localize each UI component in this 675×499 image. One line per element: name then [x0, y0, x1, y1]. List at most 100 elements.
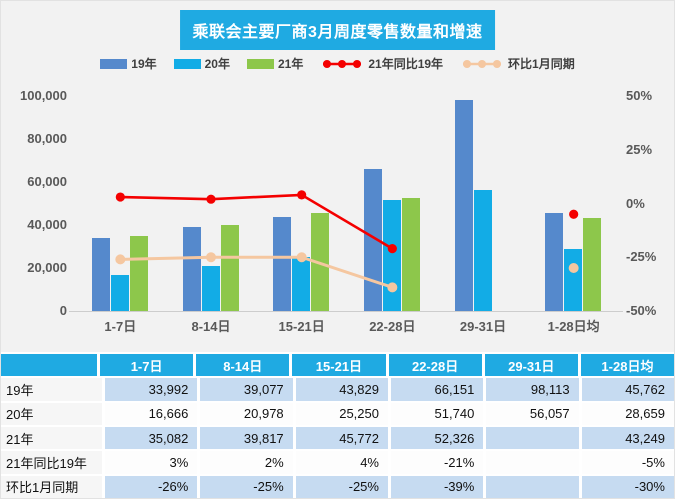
bar-segment [583, 218, 602, 311]
row-label-cell: 21年同比19年 [1, 451, 102, 474]
bar-segment [473, 190, 492, 311]
table-cell: 39,077 [200, 378, 293, 401]
table-cell: 52,326 [390, 426, 484, 450]
x-axis-label: 22-28日 [369, 319, 416, 334]
y-axis-tick-label: 20,000 [27, 260, 67, 275]
y-axis-tick-label: 60,000 [27, 174, 67, 189]
table-cell: 28,659 [581, 402, 674, 425]
y-axis-tick-label: 0 [59, 303, 67, 318]
bar-segment [382, 199, 401, 311]
table-cell: 66,151 [390, 378, 484, 401]
table-cell: 2% [200, 451, 293, 474]
secondary-y-axis-tick-label: -50% [626, 303, 657, 318]
x-axis-label: 15-21日 [278, 319, 325, 334]
legend-item-0: 19年 [100, 55, 157, 72]
table-cell: 33,992 [105, 378, 198, 401]
table-cell: 39,817 [200, 426, 293, 450]
table-cell: 4% [295, 451, 388, 474]
bar-segment [182, 226, 201, 311]
bar-segment [311, 212, 330, 311]
table-row: 21年同比19年 3% 2% 4% -21% -5% [1, 451, 674, 474]
chart-title: 乘联会主要厂商3月周度零售数量和增速 [179, 10, 496, 50]
bar-segment [201, 265, 220, 311]
table-header-row: 1-7日 8-14日 15-21日 22-28日 29-31日 1-28日均 [1, 354, 674, 377]
table-cell: -5% [581, 451, 674, 474]
bar-segment [564, 249, 583, 311]
legend-label: 环比1月同期 [508, 57, 575, 71]
legend-label: 21年 [277, 57, 304, 71]
bar-segment [129, 235, 148, 311]
table-row: 20年 16,666 20,978 25,250 51,740 56,057 28,659 [1, 402, 674, 425]
bar-segment [363, 168, 382, 311]
legend-bar-swatch [173, 58, 201, 69]
table-cell: -39% [390, 475, 484, 498]
table-cell: 43,249 [581, 426, 674, 450]
table-cell: 45,772 [295, 426, 388, 450]
line-marker [206, 252, 216, 263]
y-axis-tick-label: 80,000 [27, 131, 67, 146]
secondary-y-axis-tick-label: 50% [626, 88, 653, 103]
table-cell: -25% [295, 475, 388, 498]
bar-segment [545, 212, 564, 311]
legend-label: 19年 [131, 57, 157, 71]
line-marker [115, 254, 126, 265]
bar-segment [454, 100, 473, 311]
y-axis-tick-label: 100,000 [20, 88, 67, 103]
table-header-cell: 15-21日 [292, 354, 386, 377]
table-cell [486, 451, 579, 474]
bar-segment [220, 225, 239, 311]
legend-bar-swatch [246, 58, 274, 69]
table-cell: 16,666 [105, 402, 198, 425]
legend-line-swatch [463, 59, 502, 68]
bar-segment [273, 216, 292, 311]
table-cell [486, 426, 579, 450]
x-axis-label: 8-14日 [191, 319, 231, 334]
legend-label: 20年 [204, 57, 230, 71]
line-series [120, 255, 393, 289]
line-marker [206, 194, 216, 204]
legend-bar-swatch [100, 58, 128, 69]
line-series [120, 193, 393, 250]
table-cell: 35,082 [105, 426, 198, 450]
secondary-y-axis-tick-label: -25% [626, 249, 657, 265]
table-header-cell: 8-14日 [196, 354, 290, 377]
x-axis-line [69, 311, 623, 312]
data-table: 1-7日 8-14日 15-21日 22-28日 29-31日 1-28日均 19年 33,9… [1, 352, 674, 498]
table-cell [486, 475, 579, 498]
table-row: 21年 35,082 39,817 45,772 52,326 43,249 [1, 426, 674, 450]
secondary-y-axis-tick-label: 0% [626, 195, 645, 211]
line-marker [115, 192, 125, 202]
chart-legend: 19年 20年 21年 21年同比19年 环比1月同期 [1, 55, 674, 72]
table-cell: 56,057 [486, 402, 579, 425]
table-cell: 45,762 [581, 378, 674, 401]
table-header-cell: 1-7日 [100, 354, 194, 377]
row-label-cell: 环比1月同期 [1, 475, 102, 498]
legend-line-swatch [323, 59, 362, 68]
table-cell: -30% [581, 475, 674, 498]
line-marker [569, 209, 579, 219]
table-cell: -21% [390, 451, 484, 474]
table-cell: 20,978 [200, 402, 293, 425]
table-header-cell: 29-31日 [484, 354, 578, 377]
legend-item-1: 20年 [173, 55, 230, 72]
table-header-cell: 1-28日均 [580, 354, 674, 377]
table-cell: 98,113 [486, 378, 579, 401]
table-cell: -25% [200, 475, 293, 498]
line-marker [297, 190, 307, 200]
legend-item-3: 21年同比19年 [320, 55, 443, 72]
x-axis-label: 1-7日 [104, 319, 137, 334]
table-row: 环比1月同期 -26% -25% -25% -39% -30% [1, 475, 674, 498]
bar-segment [91, 237, 110, 311]
row-label-cell: 19年 [1, 378, 102, 401]
row-label-cell: 20年 [1, 402, 102, 425]
legend-item-2: 21年 [246, 55, 304, 72]
table-cell: 25,250 [295, 402, 388, 425]
secondary-y-axis-tick-label: 25% [626, 141, 653, 157]
bar-segment [110, 275, 129, 311]
table-cell: -26% [105, 475, 198, 498]
row-label-cell: 21年 [1, 426, 102, 450]
legend-item-4: 环比1月同期 [460, 55, 575, 72]
legend-label: 21年同比19年 [368, 57, 444, 71]
table-cell: 43,829 [295, 378, 388, 401]
